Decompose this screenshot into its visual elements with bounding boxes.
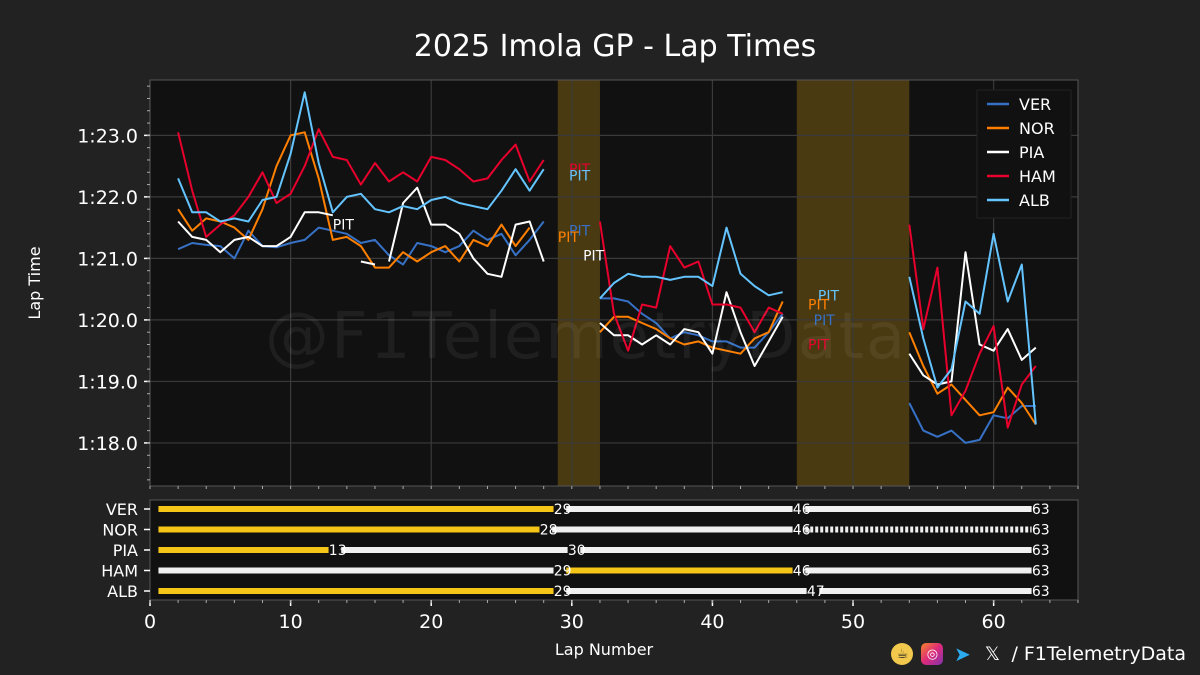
stint-driver-label: VER (106, 500, 138, 519)
series-line-pia (388, 186, 545, 278)
legend-label-alb: ALB (1019, 191, 1050, 210)
y-tick-label: 1:19.0 (77, 371, 138, 393)
series-line-alb (177, 91, 545, 223)
pit-label: PIT (558, 230, 580, 246)
y-axis-label: Lap Time (25, 246, 44, 319)
footer-handle: / F1TelemetryData (1011, 643, 1186, 665)
pit-window-shade (557, 80, 600, 486)
stint-end-label: 29 (554, 564, 572, 580)
series-line-ver (177, 220, 545, 266)
stint-driver-label: HAM (101, 562, 138, 581)
series-line-nor (599, 301, 784, 355)
series-line-pia (360, 260, 376, 266)
stint-driver-label: NOR (102, 521, 138, 540)
pit-label: PIT (808, 298, 830, 314)
pit-label: PIT (818, 288, 840, 304)
legend-label-nor: NOR (1019, 119, 1055, 138)
series-line-alb (599, 226, 783, 300)
legend-box (976, 89, 1072, 219)
legend-label-ham: HAM (1019, 167, 1056, 186)
stint-end-label: 63 (1032, 502, 1050, 518)
series-line-pia (177, 211, 334, 254)
pit-label: PIT (569, 162, 591, 178)
stint-end-label: 63 (1032, 523, 1050, 539)
series-line-ham (177, 128, 545, 238)
stint-end-label: 47 (807, 584, 825, 600)
stint-end-label: 63 (1032, 584, 1050, 600)
y-tick-label: 1:18.0 (77, 433, 138, 455)
x-tick-label: 40 (700, 611, 724, 633)
x-tick-label: 30 (560, 611, 584, 633)
y-tick-label: 1:20.0 (77, 310, 138, 332)
series-line-ham (908, 224, 1037, 429)
y-tick-label: 1:23.0 (77, 125, 138, 147)
telegram-icon[interactable]: ➤ (954, 642, 971, 666)
tyre-stint-plot: VER 29 46 63 NOR 28 46 63 PIA 13 30 63 HAM 29 46 63 ALB 2… (101, 486, 1079, 659)
instagram-icon[interactable]: ◎ (921, 643, 944, 665)
footer-social: ☕ ◎ ➤ 𝕏 / F1TelemetryData (891, 642, 1186, 666)
stint-end-label: 63 (1032, 543, 1050, 559)
stint-end-label: 46 (793, 523, 811, 539)
pit-label: PIT (583, 248, 605, 264)
stint-driver-label: PIA (113, 541, 138, 560)
x-tick-label: 10 (279, 611, 303, 633)
stint-end-label: 63 (1032, 564, 1050, 580)
series-line-ver (908, 402, 1036, 444)
series-line-pia (599, 291, 784, 367)
pit-label: PIT (808, 338, 830, 354)
series-line-pia (908, 251, 1037, 386)
y-tick-label: 1:21.0 (77, 248, 138, 270)
x-axis-label: Lap Number (555, 640, 654, 659)
coffee-icon[interactable]: ☕ (891, 643, 914, 665)
legend-label-pia: PIA (1019, 143, 1044, 162)
stint-end-label: 29 (554, 584, 572, 600)
legend: VER NOR PIA HAM ALB (976, 89, 1072, 219)
pit-label: PIT (814, 313, 836, 329)
stint-end-label: 30 (568, 543, 586, 559)
series-line-nor (177, 131, 531, 269)
stint-end-label: 13 (329, 543, 347, 559)
y-tick-label: 1:22.0 (77, 187, 138, 209)
x-tick-label: 0 (144, 611, 156, 633)
stint-driver-label: ALB (107, 582, 138, 601)
x-tick-label: 60 (982, 611, 1006, 633)
stint-end-label: 46 (793, 502, 811, 518)
x-tick-label: 50 (841, 611, 865, 633)
series-line-alb (908, 232, 1037, 425)
legend-label-ver: VER (1019, 95, 1051, 114)
pit-label: PIT (333, 218, 355, 234)
series-line-ver (599, 297, 784, 349)
x-tick-label: 20 (419, 611, 443, 633)
stint-end-label: 29 (554, 502, 572, 518)
pit-label: PIT (569, 224, 591, 240)
x-icon[interactable]: 𝕏 (984, 643, 1001, 665)
stint-end-label: 28 (540, 523, 558, 539)
pit-label: PIT (569, 168, 591, 184)
series-line-ham (598, 221, 784, 352)
stint-end-label: 46 (793, 564, 811, 580)
chart-title: 2025 Imola GP - Lap Times (414, 29, 817, 64)
